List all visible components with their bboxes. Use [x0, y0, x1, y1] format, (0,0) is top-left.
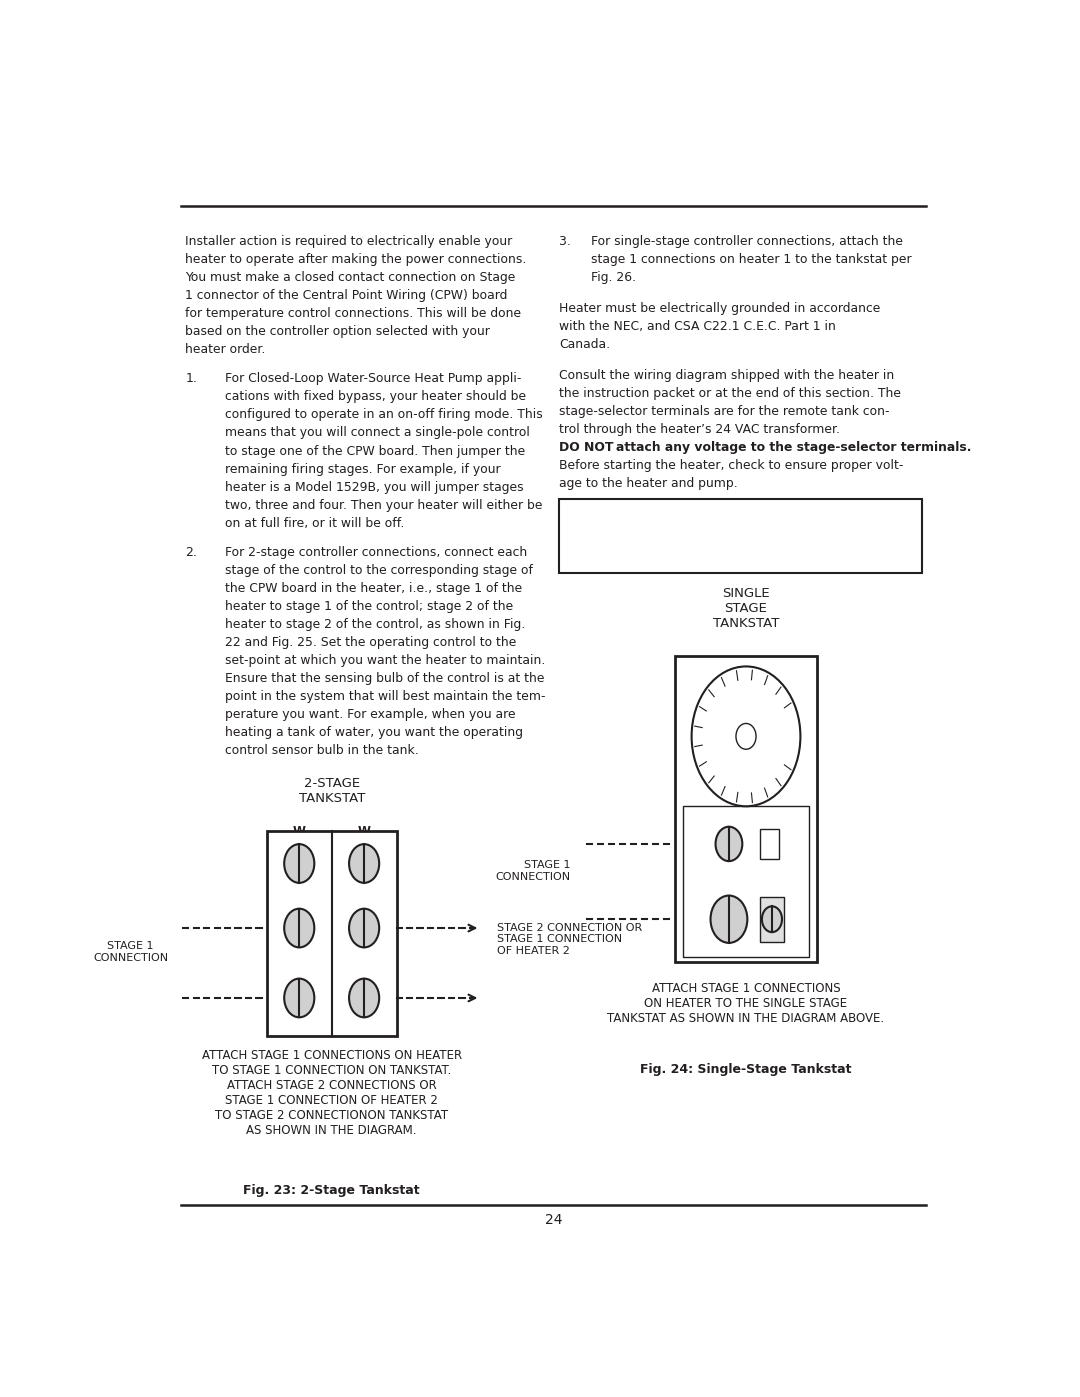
- Text: Fig. 24: Single-Stage Tankstat: Fig. 24: Single-Stage Tankstat: [640, 1063, 852, 1076]
- Text: the instruction packet or at the end of this section. The: the instruction packet or at the end of …: [559, 387, 902, 400]
- Bar: [267, 831, 396, 1035]
- Text: Fig. 26.: Fig. 26.: [591, 271, 636, 284]
- Text: 22 and Fig. 25. Set the operating control to the: 22 and Fig. 25. Set the operating contro…: [226, 636, 516, 650]
- Circle shape: [284, 979, 314, 1017]
- Text: STAGE 1
CONNECTION: STAGE 1 CONNECTION: [93, 942, 168, 963]
- Text: For Closed-Loop Water-Source Heat Pump appli-: For Closed-Loop Water-Source Heat Pump a…: [226, 372, 522, 386]
- Circle shape: [284, 908, 314, 947]
- Text: cations with fixed bypass, your heater should be: cations with fixed bypass, your heater s…: [226, 390, 527, 404]
- Text: You must make a closed contact connection on Stage: You must make a closed contact connectio…: [186, 271, 515, 284]
- Text: For 2-stage controller connections, connect each: For 2-stage controller connections, conn…: [226, 546, 528, 559]
- Text: 180: 180: [725, 700, 737, 704]
- Text: means that you will connect a single-pole control: means that you will connect a single-pol…: [226, 426, 530, 440]
- Text: R: R: [360, 960, 368, 972]
- Circle shape: [349, 979, 379, 1017]
- Text: stage of the control to the corresponding stage of: stage of the control to the correspondin…: [226, 564, 534, 577]
- Text: 24: 24: [544, 1213, 563, 1227]
- Text: W: W: [357, 824, 370, 838]
- Text: control sensor bulb in the tank.: control sensor bulb in the tank.: [226, 745, 419, 757]
- Text: with the NEC, and CSA C22.1 C.E.C. Part 1 in: with the NEC, and CSA C22.1 C.E.C. Part …: [559, 320, 836, 332]
- Bar: [559, 499, 921, 573]
- Text: Heater must be electrically grounded in accordance: Heater must be electrically grounded in …: [559, 302, 880, 314]
- Text: set-point at which you want the heater to maintain.: set-point at which you want the heater t…: [226, 654, 545, 668]
- Text: stage-selector terminals are for the remote tank con-: stage-selector terminals are for the rem…: [559, 405, 890, 418]
- Text: perature you want. For example, when you are: perature you want. For example, when you…: [226, 708, 516, 721]
- Text: Before starting the heater, check to ensure proper volt-: Before starting the heater, check to ens…: [559, 460, 904, 472]
- Text: ATTACH STAGE 1 CONNECTIONS ON HEATER
TO STAGE 1 CONNECTION ON TANKSTAT.
ATTACH S: ATTACH STAGE 1 CONNECTIONS ON HEATER TO …: [202, 1049, 462, 1137]
- Bar: [760, 897, 784, 942]
- Text: remaining firing stages. For example, if your: remaining firing stages. For example, if…: [226, 462, 501, 475]
- Text: heater order.: heater order.: [186, 344, 266, 356]
- Text: 1.: 1.: [186, 372, 197, 386]
- Text: heater is a Model 1529B, you will jumper stages: heater is a Model 1529B, you will jumper…: [226, 481, 524, 493]
- Text: 160: 160: [714, 714, 725, 719]
- Text: 1 connector of the Central Point Wiring (CPW) board: 1 connector of the Central Point Wiring …: [186, 289, 508, 302]
- Text: If any of the original wire supplied with the: If any of the original wire supplied wit…: [612, 510, 878, 522]
- Text: 100: 100: [725, 768, 737, 774]
- Text: to stage one of the CPW board. Then jumper the: to stage one of the CPW board. Then jump…: [226, 444, 526, 457]
- Text: heater to stage 2 of the control, as shown in Fig.: heater to stage 2 of the control, as sho…: [226, 617, 526, 631]
- Circle shape: [691, 666, 800, 806]
- Text: the CPW board in the heater, i.e., stage 1 of the: the CPW board in the heater, i.e., stage…: [226, 581, 523, 595]
- Text: SINGLE
STAGE
TANKSTAT: SINGLE STAGE TANKSTAT: [713, 587, 779, 630]
- Circle shape: [349, 844, 379, 883]
- Text: Installer action is required to electrically enable your: Installer action is required to electric…: [186, 235, 513, 247]
- Text: B: B: [360, 890, 368, 902]
- Text: configured to operate in an on-off firing mode. This: configured to operate in an on-off firin…: [226, 408, 543, 422]
- Text: heater to stage 1 of the control; stage 2 of the: heater to stage 1 of the control; stage …: [226, 599, 514, 613]
- Text: point in the system that will best maintain the tem-: point in the system that will best maint…: [226, 690, 545, 703]
- Text: For single-stage controller connections, attach the: For single-stage controller connections,…: [591, 235, 903, 247]
- Text: STAGE 1
CONNECTION: STAGE 1 CONNECTION: [495, 861, 570, 882]
- Text: ATTACH STAGE 1 CONNECTIONS
ON HEATER TO THE SINGLE STAGE
TANKSTAT AS SHOWN IN TH: ATTACH STAGE 1 CONNECTIONS ON HEATER TO …: [607, 982, 885, 1024]
- Bar: [684, 806, 809, 957]
- Text: based on the controller option selected with your: based on the controller option selected …: [186, 326, 490, 338]
- Text: 2-STAGE
TANKSTAT: 2-STAGE TANKSTAT: [298, 777, 365, 805]
- Text: stage 1 connections on heater 1 to the tankstat per: stage 1 connections on heater 1 to the t…: [591, 253, 912, 265]
- Text: 3.: 3.: [559, 235, 571, 247]
- Text: two, three and four. Then your heater will either be: two, three and four. Then your heater wi…: [226, 499, 543, 511]
- Text: heater to operate after making the power connections.: heater to operate after making the power…: [186, 253, 527, 265]
- Text: 2.: 2.: [186, 546, 197, 559]
- Text: on at full fire, or it will be off.: on at full fire, or it will be off.: [226, 517, 405, 529]
- Text: Fig. 23: 2-Stage Tankstat: Fig. 23: 2-Stage Tankstat: [243, 1185, 420, 1197]
- Circle shape: [761, 907, 782, 932]
- Text: Ensure that the sensing bulb of the control is at the: Ensure that the sensing bulb of the cont…: [226, 672, 545, 685]
- Bar: [675, 655, 818, 963]
- Text: DO NOT: DO NOT: [559, 441, 613, 454]
- Text: ∨: ∨: [742, 662, 751, 672]
- Text: W: W: [293, 824, 306, 838]
- Text: attach any voltage to the stage-selector terminals.: attach any voltage to the stage-selector…: [617, 441, 972, 454]
- Bar: [760, 828, 779, 859]
- Text: STAGE 2 CONNECTION OR
STAGE 1 CONNECTION
OF HEATER 2: STAGE 2 CONNECTION OR STAGE 1 CONNECTION…: [497, 922, 643, 956]
- Circle shape: [735, 724, 756, 749]
- Text: Canada.: Canada.: [559, 338, 610, 351]
- Text: R: R: [295, 960, 303, 972]
- Text: 140: 140: [710, 733, 721, 739]
- Text: similar sized 105°C wire or its equivalent.: similar sized 105°C wire or its equivale…: [568, 546, 826, 559]
- Circle shape: [284, 844, 314, 883]
- Text: 120: 120: [713, 754, 725, 759]
- Circle shape: [349, 908, 379, 947]
- Text: trol through the heater’s 24 VAC transformer.: trol through the heater’s 24 VAC transfo…: [559, 423, 845, 436]
- Text: for temperature control connections. This will be done: for temperature control connections. Thi…: [186, 307, 522, 320]
- Text: NOTE:: NOTE:: [568, 510, 610, 522]
- Text: heating a tank of water, you want the operating: heating a tank of water, you want the op…: [226, 726, 524, 739]
- Circle shape: [711, 895, 747, 943]
- Text: age to the heater and pump.: age to the heater and pump.: [559, 476, 738, 490]
- Text: B: B: [295, 890, 303, 902]
- Text: heater must be replaced, it must be replaced with: heater must be replaced, it must be repl…: [568, 528, 879, 541]
- Circle shape: [716, 827, 742, 861]
- Text: Consult the wiring diagram shipped with the heater in: Consult the wiring diagram shipped with …: [559, 369, 894, 381]
